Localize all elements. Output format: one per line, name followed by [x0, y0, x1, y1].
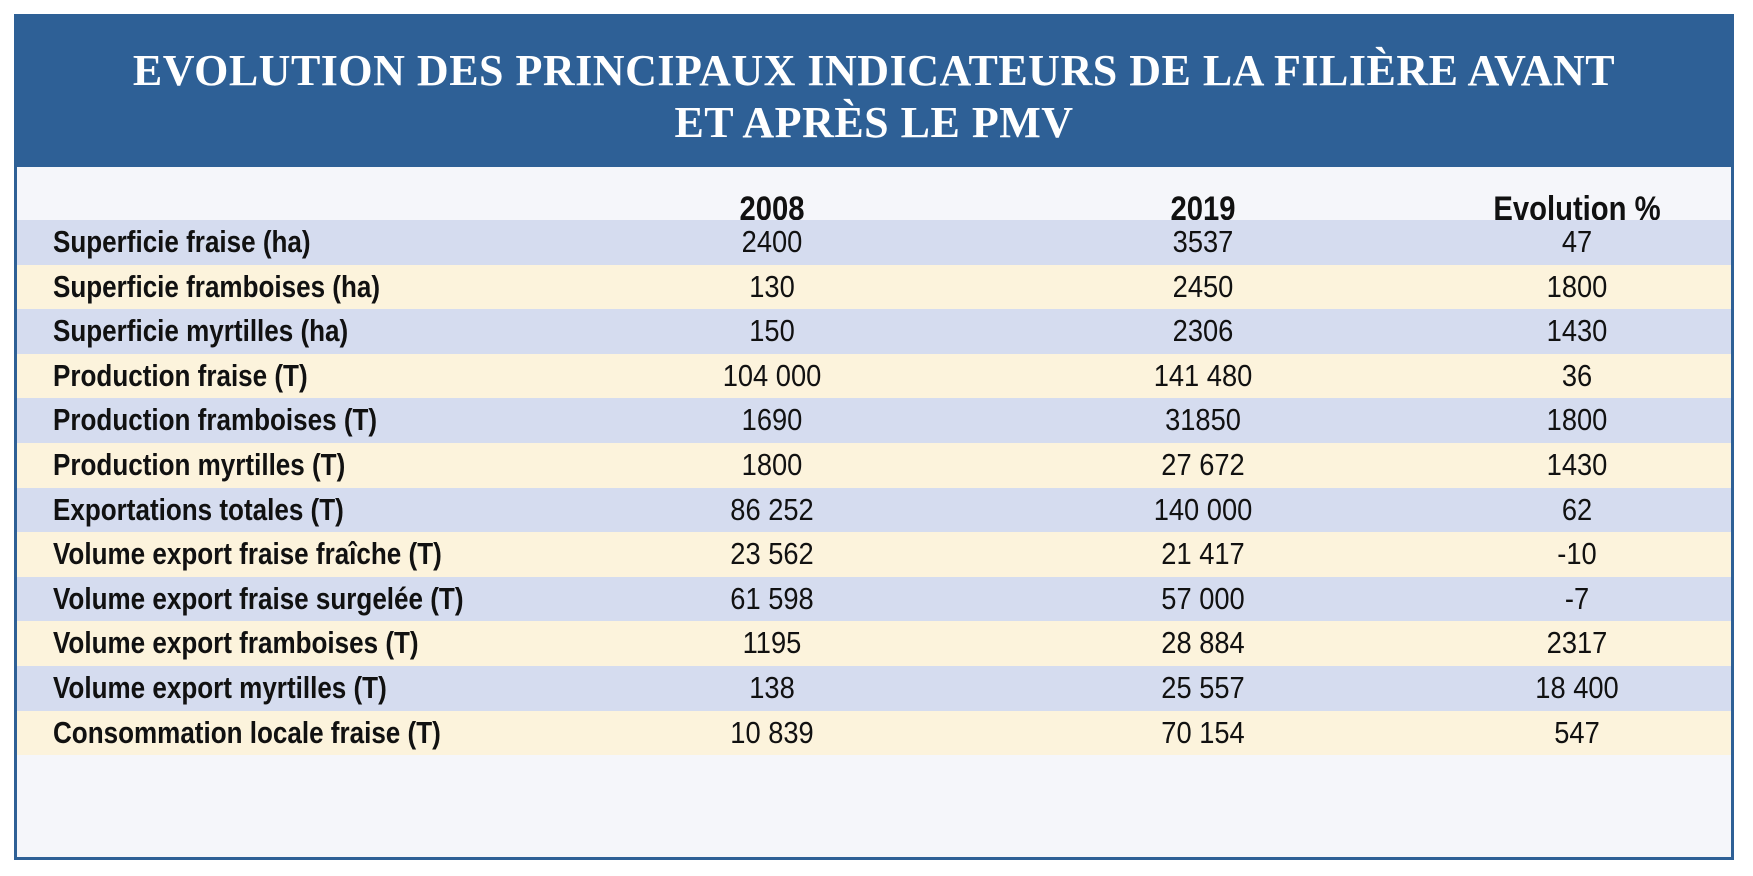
row-label: Superficie framboises (ha): [53, 268, 381, 304]
row-label: Exportations totales (T): [53, 491, 344, 527]
row-label: Volume export framboises (T): [53, 625, 419, 661]
cell-2019: 2450: [1172, 268, 1234, 304]
row-label: Volume export fraise fraîche (T): [53, 536, 442, 572]
row-label: Consommation locale fraise (T): [53, 714, 441, 750]
table-row: Consommation locale fraise (T) 10 839 70 1…: [17, 710, 1731, 756]
table-row: Volume export myrtilles (T) 138 25 557 18 4…: [17, 666, 1731, 711]
cell-2008: 86 252: [730, 491, 814, 527]
row-label: Superficie fraise (ha): [53, 224, 311, 259]
cell-2019: 31850: [1165, 402, 1241, 438]
table-row: Superficie framboises (ha) 130 2450 1800: [17, 264, 1731, 310]
cell-evolution: 36: [1561, 357, 1593, 393]
cell-2008: 1195: [742, 625, 802, 661]
cell-2019: 2306: [1172, 313, 1234, 349]
cell-evolution: 1800: [1546, 402, 1608, 438]
table-row: Volume export framboises (T) 1195 28 884 23…: [17, 621, 1731, 666]
cell-2019: 28 884: [1161, 625, 1245, 661]
cell-2008: 2400: [741, 224, 803, 259]
title-banner: EVOLUTION DES PRINCIPAUX INDICATEURS DE …: [17, 17, 1731, 167]
row-label: Volume export fraise surgelée (T): [53, 580, 464, 616]
cell-2008: 104 000: [722, 357, 822, 393]
cell-2008: 1800: [741, 447, 803, 482]
table-row: Volume export fraise fraîche (T) 23 562 21…: [17, 532, 1731, 577]
cell-2019: 25 557: [1161, 670, 1245, 705]
cell-2008: 61 598: [730, 580, 814, 616]
title-line-1: EVOLUTION DES PRINCIPAUX INDICATEURS DE …: [132, 46, 1616, 95]
cell-evolution: 2317: [1546, 625, 1608, 661]
table-row: Exportations totales (T) 86 252 140 000 62: [17, 487, 1731, 533]
data-table: 2008 2019 Evolution % Superficie fraise …: [17, 167, 1731, 857]
cell-2019: 70 154: [1161, 714, 1245, 750]
cell-evolution: 18 400: [1535, 670, 1619, 705]
cell-2019: 141 480: [1153, 357, 1253, 393]
cell-evolution: -7: [1564, 580, 1590, 616]
cell-evolution: 547: [1554, 714, 1600, 750]
cell-evolution: -10: [1557, 536, 1597, 572]
cell-evolution: 1430: [1546, 313, 1608, 349]
table-row: Superficie myrtilles (ha) 150 2306 1430: [17, 309, 1731, 354]
row-label: Production myrtilles (T): [53, 447, 346, 482]
table-row: Superficie fraise (ha) 2400 3537 47: [17, 220, 1731, 265]
cell-evolution: 1800: [1546, 268, 1608, 304]
cell-2019: 27 672: [1161, 447, 1245, 482]
table-row: Production myrtilles (T) 1800 27 672 1430: [17, 443, 1731, 488]
cell-2019: 57 000: [1161, 580, 1245, 616]
cell-2008: 130: [749, 268, 795, 304]
table-row: Production fraise (T) 104 000 141 480 36: [17, 353, 1731, 399]
cell-evolution: 1430: [1546, 447, 1608, 482]
cell-2008: 10 839: [730, 714, 814, 750]
cell-2008: 1690: [741, 402, 803, 438]
row-label: Superficie myrtilles (ha): [53, 313, 349, 349]
title-line-2: ET APRÈS LE PMV: [674, 98, 1074, 147]
table-frame: EVOLUTION DES PRINCIPAUX INDICATEURS DE …: [14, 14, 1734, 860]
row-label: Production framboises (T): [53, 402, 378, 438]
table-title: EVOLUTION DES PRINCIPAUX INDICATEURS DE …: [17, 45, 1731, 149]
cell-2019: 21 417: [1161, 536, 1245, 572]
cell-2019: 3537: [1172, 224, 1234, 259]
cell-2008: 150: [749, 313, 795, 349]
table-row: Volume export fraise surgelée (T) 61 598 5…: [17, 576, 1731, 622]
cell-2008: 23 562: [730, 536, 814, 572]
cell-2008: 138: [749, 670, 795, 705]
table-row: Production framboises (T) 1690 31850 1800: [17, 398, 1731, 443]
cell-2019: 140 000: [1153, 491, 1253, 527]
row-label: Production fraise (T): [53, 357, 308, 393]
cell-evolution: 47: [1561, 224, 1593, 259]
cell-evolution: 62: [1561, 491, 1593, 527]
row-label: Volume export myrtilles (T): [53, 670, 387, 705]
